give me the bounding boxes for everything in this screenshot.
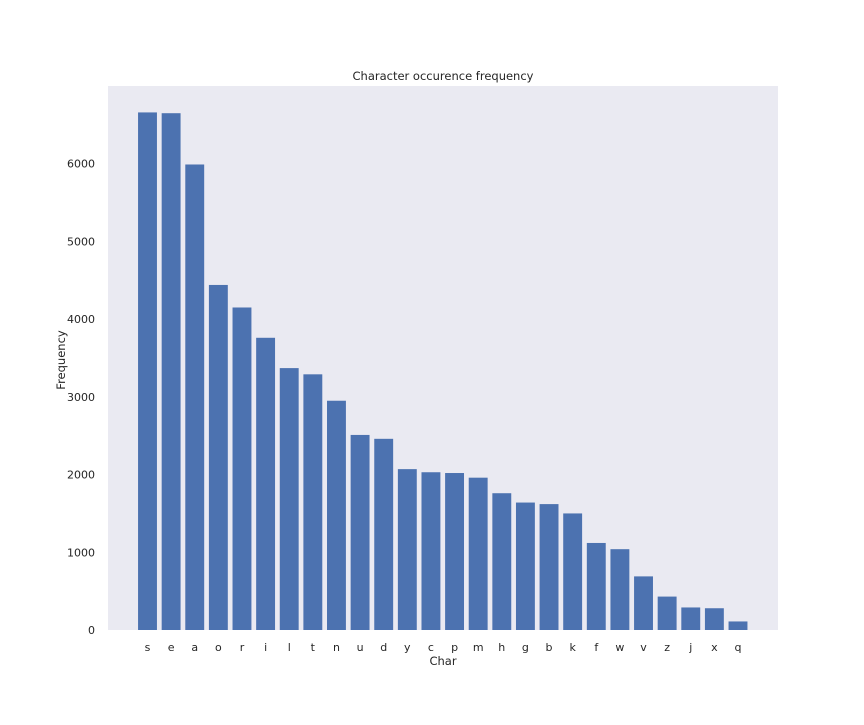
x-tick-label: u <box>357 641 364 654</box>
x-tick-label: n <box>333 641 340 654</box>
x-tick-label: x <box>711 641 718 654</box>
bar-v <box>634 576 653 630</box>
x-tick-label: d <box>380 641 387 654</box>
x-tick-label: z <box>664 641 670 654</box>
x-tick-label: l <box>288 641 291 654</box>
bar-i <box>256 337 276 630</box>
bar-z <box>657 596 677 630</box>
x-tick-label: e <box>168 641 175 654</box>
x-tick-label: q <box>735 641 742 654</box>
x-tick-label: a <box>191 641 198 654</box>
x-tick-label: p <box>451 641 458 654</box>
x-tick-label: v <box>640 641 647 654</box>
x-tick-label: r <box>240 641 245 654</box>
bar-d <box>374 438 394 630</box>
y-tick-label: 2000 <box>67 469 95 482</box>
chart-title: Character occurence frequency <box>353 69 534 83</box>
bar-f <box>586 542 606 630</box>
x-tick-label: t <box>311 641 316 654</box>
bar-b <box>539 504 559 630</box>
bar-l <box>279 368 299 630</box>
x-tick-label: f <box>594 641 599 654</box>
bar-u <box>350 434 370 630</box>
bar-n <box>327 400 346 630</box>
y-tick-label: 3000 <box>67 391 95 404</box>
bar-a <box>185 164 205 631</box>
x-tick-label: i <box>264 641 267 654</box>
bar-p <box>445 473 465 630</box>
bar-y <box>397 469 417 630</box>
bar-s <box>138 112 157 631</box>
bar-w <box>610 549 630 630</box>
x-tick-label: k <box>569 641 576 654</box>
bar-e <box>161 113 181 630</box>
bar-o <box>208 284 228 630</box>
x-tick-label: y <box>404 641 411 654</box>
bar-k <box>563 513 583 630</box>
x-tick-label: j <box>688 641 692 654</box>
x-tick-label: o <box>215 641 222 654</box>
x-tick-label: w <box>615 641 624 654</box>
bar-q <box>728 621 748 630</box>
x-tick-label: b <box>546 641 553 654</box>
x-tick-label: g <box>522 641 529 654</box>
bar-j <box>681 607 701 630</box>
plot-area <box>108 86 778 630</box>
bar-t <box>303 374 323 630</box>
x-tick-label: h <box>498 641 505 654</box>
x-axis-label: Char <box>429 654 456 668</box>
y-tick-label: 5000 <box>67 235 95 248</box>
bar-g <box>515 502 535 630</box>
bar-c <box>421 472 441 630</box>
bars-group <box>138 112 748 631</box>
y-tick-label: 1000 <box>67 546 95 559</box>
y-axis-label: Frequency <box>54 330 68 390</box>
bar-m <box>468 477 488 630</box>
y-tick-label: 4000 <box>67 313 95 326</box>
y-tick-label: 0 <box>88 624 95 637</box>
bar-x <box>704 608 724 630</box>
bar-h <box>492 493 512 630</box>
y-tick-label: 6000 <box>67 158 95 171</box>
y-axis-ticks: 0 1000 2000 3000 4000 5000 6000 <box>67 158 95 637</box>
bar-r <box>232 307 252 630</box>
x-tick-label: c <box>428 641 434 654</box>
x-tick-label: s <box>145 641 151 654</box>
x-tick-label: m <box>473 641 484 654</box>
